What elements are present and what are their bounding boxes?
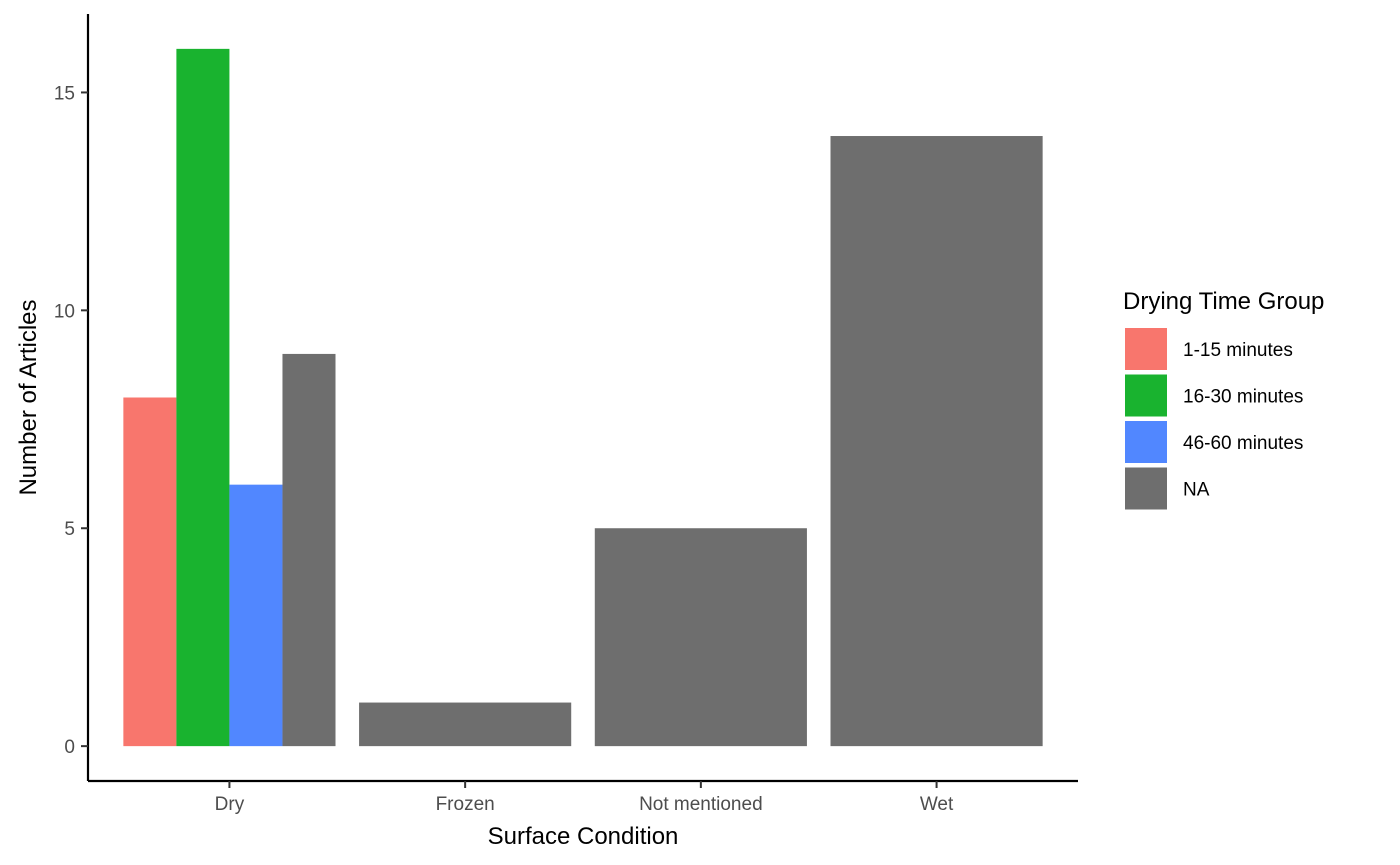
x-tick-label: Frozen: [436, 794, 495, 815]
x-axis-title: Surface Condition: [488, 823, 679, 850]
bar-not-mentioned-na: [594, 528, 807, 747]
legend-label: 46-60 minutes: [1183, 433, 1303, 454]
y-tick-label: 15: [54, 83, 75, 104]
legend-item-16-30-minutes: 16-30 minutes: [1125, 374, 1303, 417]
y-axis-title: Number of Articles: [15, 299, 42, 495]
bar-dry-46-60-minutes: [229, 484, 283, 747]
y-tick-label: 5: [64, 519, 75, 540]
axes-layer: 0 5 10 15 Dry Frozen Not mentioned Wet: [54, 14, 1078, 815]
legend-label: NA: [1183, 480, 1210, 501]
bar-wet-na: [830, 136, 1043, 747]
legend-key: [1125, 421, 1167, 463]
x-tick-label: Not mentioned: [639, 794, 763, 815]
legend-label: 1-15 minutes: [1183, 340, 1293, 361]
legend-item-na: NA: [1125, 467, 1210, 510]
legend: Drying Time Group 1-15 minutes 16-30 minu…: [1123, 288, 1324, 510]
legend-item-46-60-minutes: 46-60 minutes: [1125, 421, 1303, 463]
bar-dry-1-15-minutes: [123, 397, 177, 747]
x-tick-label: Wet: [920, 794, 954, 815]
bar-dry-na: [282, 353, 336, 747]
legend-key: [1125, 467, 1167, 510]
legend-key: [1125, 328, 1167, 370]
y-tick-label: 0: [64, 737, 75, 758]
bar-frozen-na: [359, 702, 572, 747]
legend-key: [1125, 374, 1167, 417]
x-tick-label: Dry: [215, 794, 245, 815]
legend-title: Drying Time Group: [1123, 288, 1324, 315]
bars-layer: [123, 48, 1043, 747]
legend-label: 16-30 minutes: [1183, 387, 1303, 408]
legend-item-1-15-minutes: 1-15 minutes: [1125, 328, 1293, 370]
bar-dry-16-30-minutes: [176, 48, 230, 747]
y-tick-label: 10: [54, 301, 75, 322]
